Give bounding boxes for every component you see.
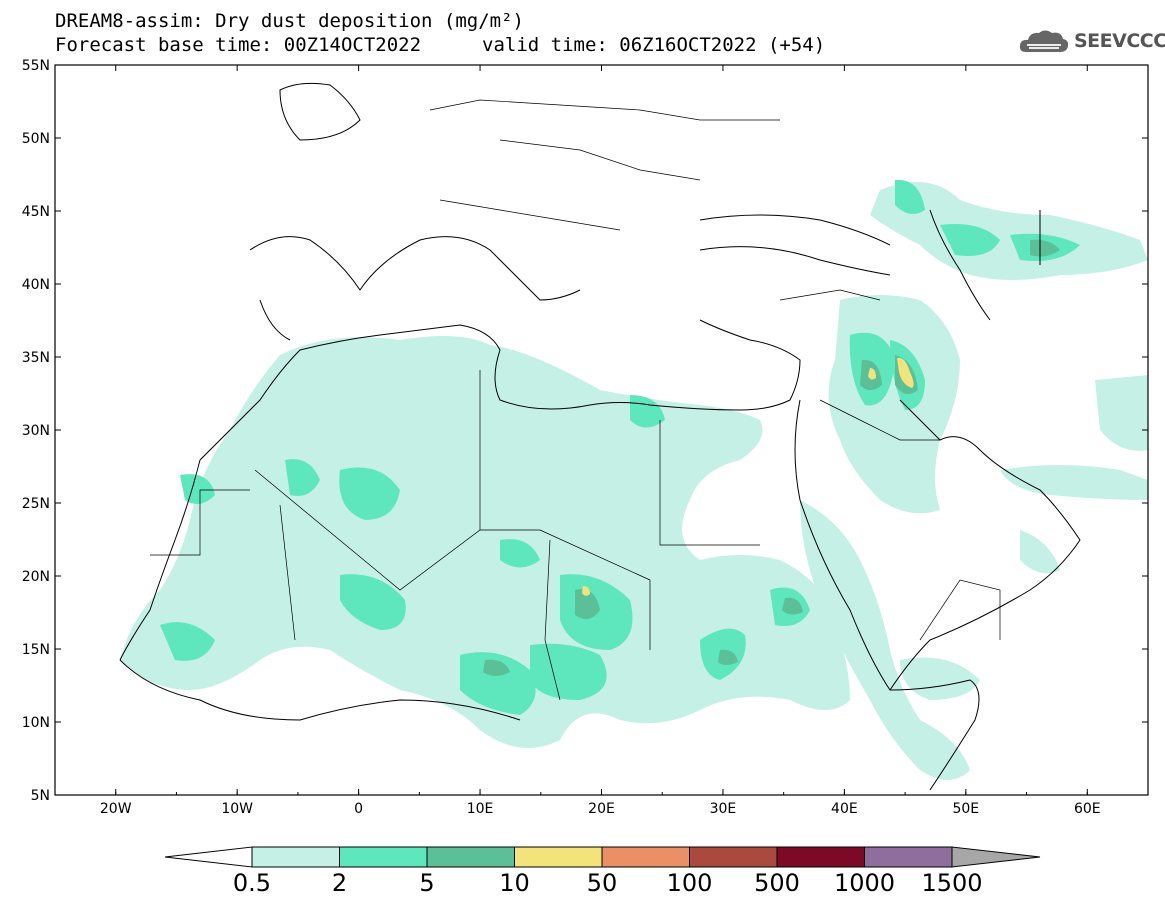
legend-label: 1000 bbox=[834, 869, 895, 897]
legend-box bbox=[601, 846, 690, 868]
legend-label: 5 bbox=[419, 869, 434, 897]
legend-box bbox=[689, 846, 778, 868]
lat-tick-label: 20N bbox=[22, 569, 50, 585]
lon-tick-label: 40E bbox=[831, 801, 858, 817]
legend-box bbox=[339, 846, 428, 868]
legend-under-arrow bbox=[164, 846, 253, 868]
legend-label: 2 bbox=[332, 869, 347, 897]
legend-label: 50 bbox=[587, 869, 618, 897]
lon-tick-label: 60E bbox=[1074, 801, 1101, 817]
lat-tick-label: 5N bbox=[31, 788, 50, 804]
title-line-1: DREAM8-assim: Dry dust deposition (mg/m²… bbox=[55, 10, 524, 32]
lon-tick-label: 0 bbox=[354, 801, 363, 817]
lon-tick-label: 10E bbox=[467, 801, 494, 817]
lat-tick-label: 35N bbox=[22, 350, 50, 366]
dust-level-10-50 bbox=[582, 357, 914, 596]
lat-tick-label: 45N bbox=[22, 204, 50, 220]
legend-color-boxes bbox=[164, 846, 1041, 868]
map-content bbox=[119, 82, 1148, 791]
legend-label: 500 bbox=[754, 869, 800, 897]
legend-box bbox=[776, 846, 865, 868]
legend-label: 0.5 bbox=[233, 869, 271, 897]
lon-tick-label: 10W bbox=[221, 801, 253, 817]
legend-box bbox=[251, 846, 340, 868]
forecast-base-time: Forecast base time: 00Z14OCT2022 bbox=[55, 34, 422, 56]
lon-tick-label: 50E bbox=[952, 801, 979, 817]
seevccc-logo: SEEVCCC bbox=[1018, 26, 1165, 56]
lat-tick-label: 40N bbox=[22, 277, 50, 293]
lat-tick-label: 10N bbox=[22, 715, 50, 731]
lat-tick-label: 30N bbox=[22, 423, 50, 439]
lat-tick-label: 25N bbox=[22, 496, 50, 512]
country-borders bbox=[150, 99, 1001, 701]
lat-tick-label: 55N bbox=[22, 58, 50, 74]
coastlines bbox=[119, 82, 1081, 791]
axis-ticks: 20W 10W 0 10E 20E 30E 40E 50E 60E 55N 50N 45N 40N 35N… bbox=[22, 58, 1149, 817]
legend-label: 10 bbox=[499, 869, 530, 897]
legend-box bbox=[514, 846, 603, 868]
lat-tick-label: 15N bbox=[22, 642, 50, 658]
legend-over-arrow bbox=[951, 846, 1041, 868]
legend-labels: 0.5 2 5 10 50 100 500 1000 1500 bbox=[233, 869, 983, 897]
lat-tick-label: 50N bbox=[22, 131, 50, 147]
logo-text: SEEVCCC bbox=[1074, 30, 1165, 52]
legend-label: 100 bbox=[667, 869, 713, 897]
valid-time: valid time: 06Z16OCT2022 (+54) bbox=[482, 34, 826, 56]
legend-box bbox=[426, 846, 515, 868]
cloud-logo-icon bbox=[1019, 30, 1069, 52]
lon-tick-label: 30E bbox=[710, 801, 737, 817]
legend-label: 1500 bbox=[921, 869, 982, 897]
legend-box bbox=[864, 846, 953, 868]
lon-tick-label: 20E bbox=[588, 801, 615, 817]
lon-tick-label: 20W bbox=[100, 801, 132, 817]
